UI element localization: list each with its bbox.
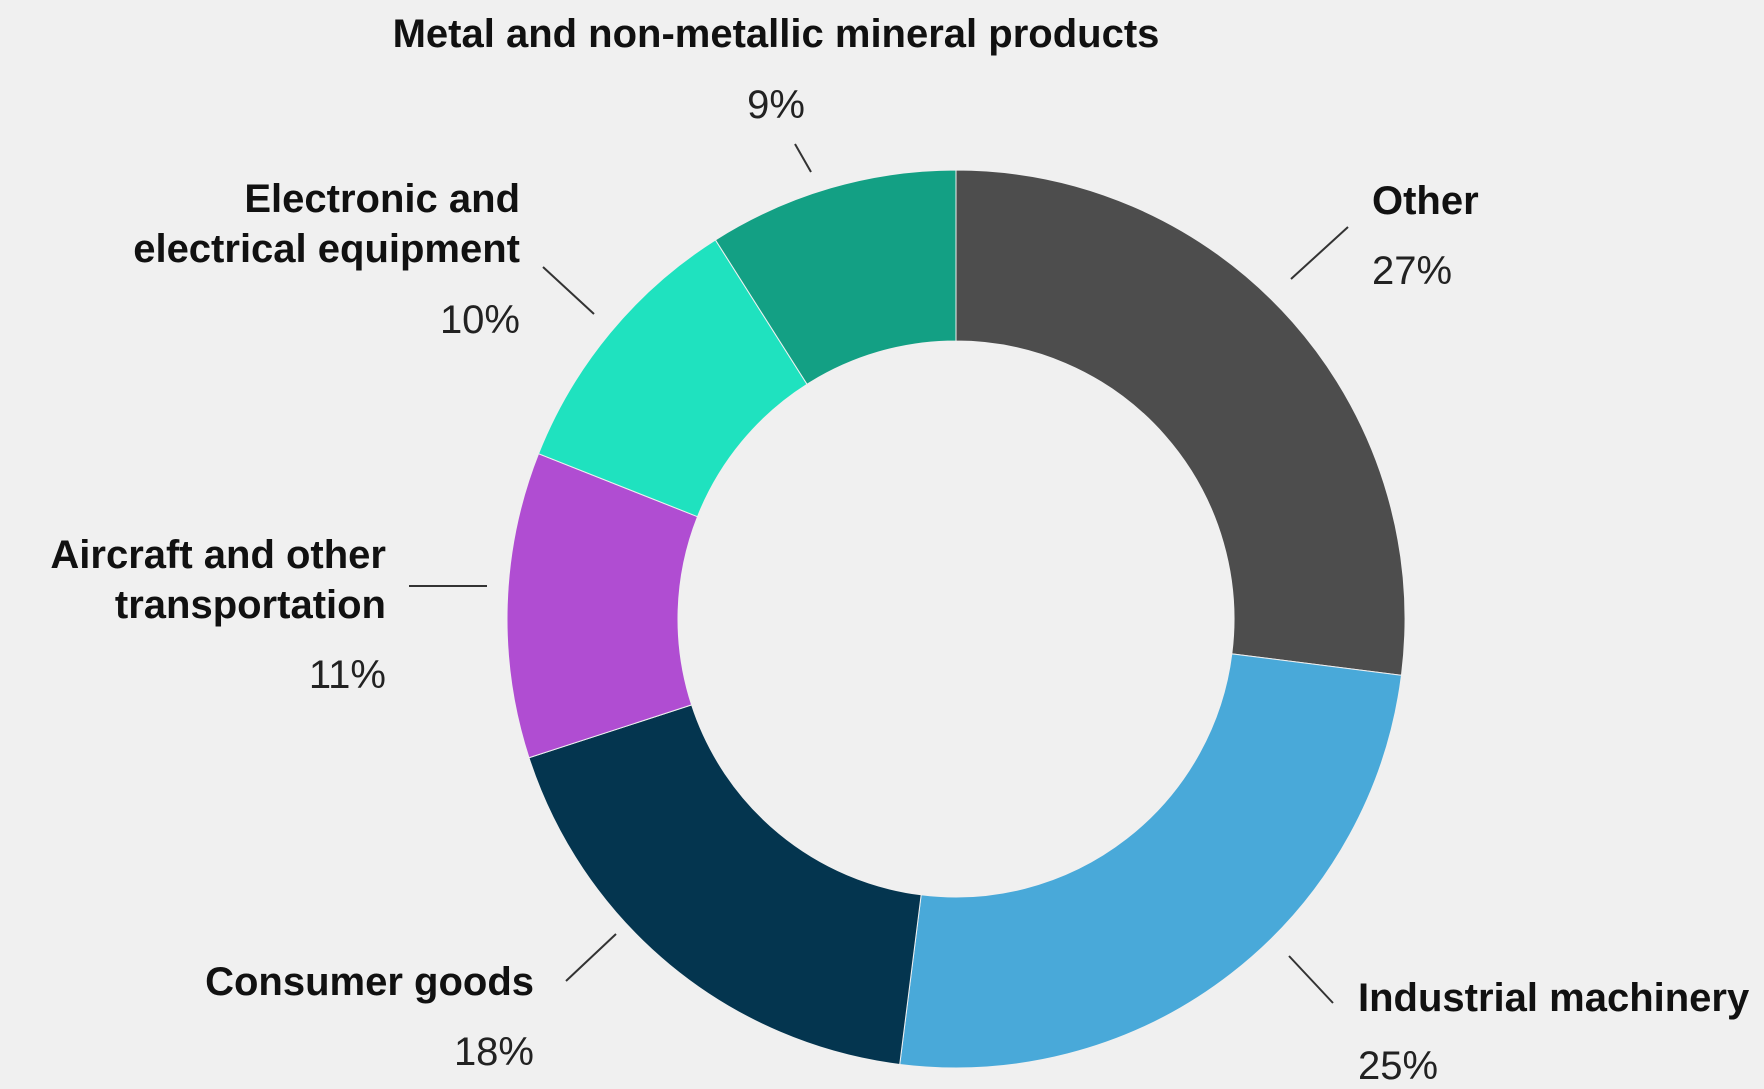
donut-slice-other	[956, 170, 1405, 675]
slice-label-consumer-goods: Consumer goods	[205, 960, 534, 1004]
slice-value-aircraft: 11%	[309, 653, 386, 697]
slice-label-electronic: Electronic and	[244, 177, 520, 221]
donut-slices	[507, 170, 1405, 1068]
leader-line-industrial-machinery	[1289, 956, 1333, 1003]
slice-value-other: 27%	[1372, 249, 1452, 293]
slice-label-metal: Metal and non-metallic mineral products	[393, 12, 1160, 56]
slice-label-group-consumer-goods: Consumer goods 18%	[205, 934, 616, 1074]
donut-slice-industrial-machinery	[900, 654, 1402, 1068]
slice-value-industrial-machinery: 25%	[1358, 1044, 1438, 1088]
slice-label-group-industrial-machinery: Industrial machinery 25%	[1289, 956, 1750, 1088]
leader-line-electronic	[543, 267, 594, 314]
slice-label-electronic-line2: electrical equipment	[133, 227, 520, 271]
slice-label-group-metal: Metal and non-metallic mineral products …	[393, 12, 1160, 172]
slice-value-consumer-goods: 18%	[454, 1030, 534, 1074]
slice-label-aircraft-line2: transportation	[115, 583, 386, 627]
slice-value-electronic: 10%	[440, 298, 520, 342]
slice-label-group-aircraft: Aircraft and other transportation 11%	[50, 533, 487, 697]
slice-label-aircraft: Aircraft and other	[50, 533, 386, 577]
slice-value-metal: 9%	[747, 83, 805, 127]
slice-label-other: Other	[1372, 179, 1479, 223]
leader-line-other	[1291, 227, 1348, 279]
leader-line-metal	[795, 144, 811, 172]
donut-slice-consumer-goods	[529, 705, 921, 1065]
slice-label-group-electronic: Electronic and electrical equipment 10%	[133, 177, 594, 342]
slice-label-group-other: Other 27%	[1291, 179, 1479, 293]
leader-line-consumer-goods	[566, 934, 616, 981]
slice-label-industrial-machinery: Industrial machinery	[1358, 976, 1750, 1020]
